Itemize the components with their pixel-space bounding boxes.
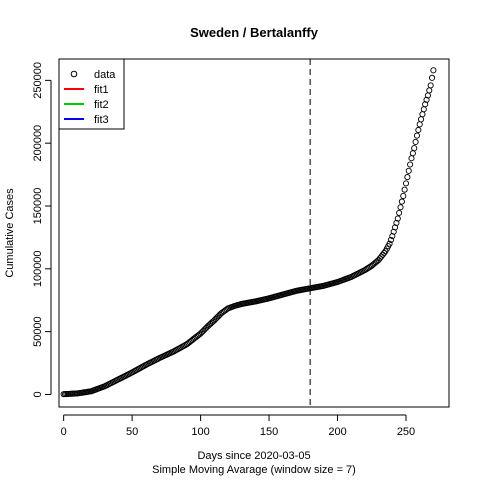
data-point <box>401 186 408 193</box>
data-point <box>398 198 405 205</box>
data-point <box>394 215 401 222</box>
data-point <box>391 224 399 231</box>
data-point <box>404 174 411 181</box>
data-points <box>60 67 437 398</box>
data-point <box>381 249 388 257</box>
y-tick-label: 250000 <box>32 62 44 99</box>
x-tick-label: 100 <box>191 426 209 438</box>
x-tick-label: 250 <box>397 426 415 438</box>
y-tick-label: 100000 <box>32 250 44 287</box>
x-tick-label: 200 <box>328 426 346 438</box>
y-tick-label: 200000 <box>32 125 44 162</box>
legend-symbol-data <box>70 70 78 78</box>
data-point <box>427 82 434 89</box>
x-axis: 0 50 100 150 200 250 <box>61 414 415 438</box>
data-point <box>430 67 437 74</box>
data-point <box>390 228 397 235</box>
data-point <box>389 233 396 240</box>
data-point <box>428 74 436 81</box>
legend-label-fit1: fit1 <box>94 84 109 96</box>
plot-frame <box>58 58 450 408</box>
data-point <box>402 180 410 187</box>
data-point <box>405 167 412 174</box>
data-point <box>397 204 404 211</box>
x-axis-label: Days since 2020-03-05 <box>197 450 310 462</box>
y-axis: 0 50000 100000 150000 200000 250000 <box>32 62 52 397</box>
x-tick-label: 50 <box>126 426 138 438</box>
y-tick-label: 150000 <box>32 188 44 225</box>
x-axis-sublabel: Simple Moving Avarage (window size = 7) <box>152 464 356 476</box>
data-point <box>422 101 429 108</box>
x-tick-label: 0 <box>61 426 67 438</box>
data-point <box>393 219 400 226</box>
data-point <box>411 145 418 152</box>
data-point <box>412 138 419 145</box>
data-point <box>415 126 422 134</box>
data-point <box>423 96 430 103</box>
chart-title: Sweden / Bertalanffy <box>190 25 319 40</box>
x-tick-label: 150 <box>260 426 278 438</box>
y-tick-label: 0 <box>32 391 44 397</box>
data-point <box>396 209 403 216</box>
data-point <box>413 132 421 139</box>
data-point <box>407 161 414 168</box>
legend-box <box>58 58 125 130</box>
legend-label-fit3: fit3 <box>94 114 109 126</box>
legend-label-data: data <box>94 69 116 81</box>
data-point <box>387 236 394 243</box>
y-tick-label: 50000 <box>32 316 44 347</box>
data-point <box>400 192 407 199</box>
legend: data fit1 fit2 fit3 <box>58 58 125 130</box>
y-axis-label: Cumulative Cases <box>4 188 16 278</box>
data-point <box>386 240 393 247</box>
legend-label-fit2: fit2 <box>94 99 109 111</box>
